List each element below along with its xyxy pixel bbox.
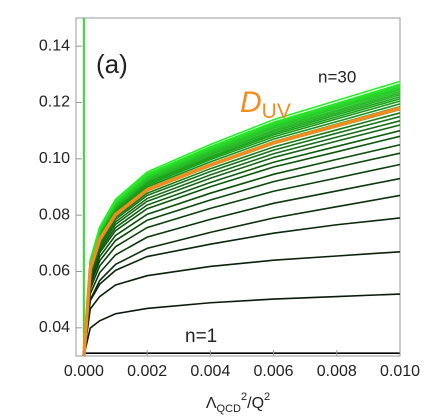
y-tick-label: 0.14 (39, 37, 70, 54)
x-label-part: QCD (217, 403, 242, 415)
series-line (83, 80, 401, 357)
y-tick-label: 0.10 (39, 150, 70, 167)
y-tick-label: 0.04 (39, 319, 70, 336)
plot-frame (75, 17, 401, 357)
series-line (83, 143, 401, 357)
x-axis-label: ΛQCD2/Q2 (206, 391, 270, 415)
series-line (83, 177, 401, 357)
x-label-part: 2 (241, 391, 247, 403)
series-line (82, 106, 401, 357)
x-tick-label: 0.000 (64, 363, 104, 380)
x-tick-label: 0.004 (190, 363, 230, 380)
series-line (83, 293, 401, 357)
plot-marks (82, 18, 401, 357)
y-tick-label: 0.12 (39, 94, 70, 111)
x-label-part: Λ (206, 395, 217, 412)
x-tick-label: 0.006 (254, 363, 294, 380)
curve-annotation-main: D (240, 86, 262, 119)
series-line (83, 124, 401, 357)
x-label-part: /Q (247, 395, 264, 412)
panel-label: (a) (96, 49, 128, 79)
curve-annotation-sub: UV (262, 100, 291, 123)
curve-annotation: DUV (240, 86, 291, 123)
series-annotation: n=1 (185, 326, 217, 347)
y-tick-label: 0.08 (39, 206, 70, 223)
series-line (83, 163, 401, 357)
series-annotation: n=30 (318, 67, 356, 86)
y-tick-label: 0.06 (39, 263, 70, 280)
x-label-part: 2 (264, 391, 270, 403)
x-tick-label: 0.008 (317, 363, 357, 380)
series-line (83, 250, 401, 357)
series-line (83, 86, 401, 357)
series-line (83, 194, 401, 357)
x-tick-label: 0.010 (380, 363, 420, 380)
x-tick-label: 0.002 (127, 363, 167, 380)
series-line (83, 152, 401, 357)
series-line (83, 217, 401, 357)
series-line (83, 112, 401, 357)
